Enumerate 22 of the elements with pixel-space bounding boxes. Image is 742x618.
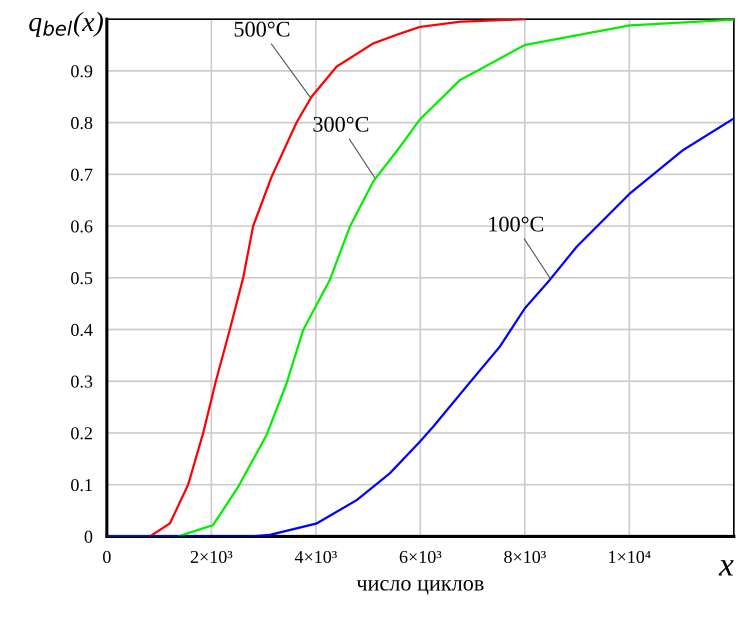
y-tick-label: 0.1 [71,478,92,492]
y-tick-label: 0.8 [71,116,92,130]
x-tick-label: 4×10³ [294,550,337,564]
annotation: 300°C [313,116,368,132]
y-axis-title: q$_{bel}$(x) [29,12,103,37]
y-tick-label: 0.4 [71,324,93,336]
x-axis-title: число циклов [356,580,484,595]
y-tick-label: 0.5 [71,272,92,284]
x-tick-label: 1×10⁴ [609,550,651,564]
y-tick-label: 0.9 [71,65,92,78]
x-tick-label: 2×10³ [190,550,232,564]
y-tick-label: 0.2 [71,427,92,440]
y-tick-label: 0.7 [71,168,92,181]
text: x [718,560,734,576]
annotation: 100°C [489,216,544,232]
x-tick-label: 6×10³ [400,550,442,564]
x-tick-label: 8×10³ [504,550,546,564]
x-tick-label: 0 [103,550,111,564]
y-tick-label: 0.6 [71,220,92,233]
y-tick-label: 0.3 [71,376,92,388]
annotation: 500°C [234,22,290,37]
y-tick-label: 0 [84,530,92,543]
